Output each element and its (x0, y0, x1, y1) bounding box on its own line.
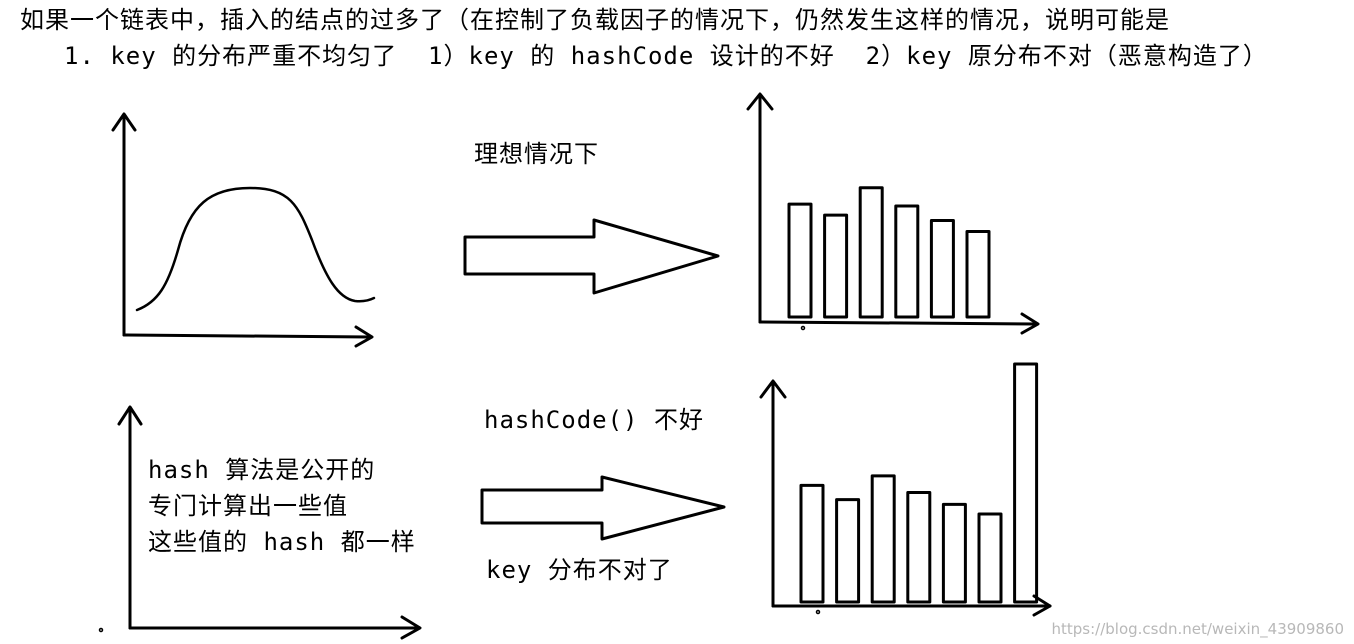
attack-note-line-3: 这些值的 hash 都一样 (148, 528, 416, 556)
header-line-2: 1. key 的分布严重不均匀了 1）key 的 hashCode 设计的不好 … (64, 42, 1268, 70)
bottom-bar (1013, 362, 1039, 604)
top-chart-y-arrow-icon (746, 92, 774, 111)
bottom-chart-origin-dot (815, 609, 821, 615)
bottom-bar (977, 512, 1003, 604)
bottom-bar (870, 474, 896, 604)
top-bar (929, 219, 955, 319)
watermark: https://blog.csdn.net/weixin_43909860 (1051, 620, 1344, 638)
top-bar (858, 186, 884, 319)
attack-note: hash 算法是公开的 专门计算出一些值 这些值的 hash 都一样 (148, 452, 416, 560)
top-arrow-icon (463, 218, 720, 295)
top-chart-x-axis (758, 320, 1038, 326)
bell-curve (135, 186, 376, 312)
top-arrow-label: 理想情况下 (474, 140, 599, 168)
top-left-y-arrow-icon (111, 112, 137, 132)
bottom-arrow-label-top: hashCode() 不好 (484, 406, 704, 434)
top-left-plot (111, 112, 376, 348)
top-left-x-axis (122, 333, 372, 339)
attack-note-line-1: hash 算法是公开的 (148, 456, 376, 484)
top-left-x-arrow-icon (354, 325, 374, 348)
bottom-chart-x-arrow-icon (1032, 594, 1052, 617)
bottom-left-dot (98, 627, 104, 633)
top-chart-origin-dot (800, 325, 806, 331)
top-bars (787, 186, 991, 319)
top-bar (823, 213, 849, 319)
bottom-bar (906, 491, 932, 604)
bottom-left-x-arrow-icon (400, 615, 422, 640)
bottom-bar (799, 483, 825, 604)
top-bar (965, 229, 991, 319)
bottom-bar (941, 502, 967, 604)
bottom-bar (835, 498, 861, 604)
header-line-1: 如果一个链表中，插入的结点的过多了（在控制了负载因子的情况下，仍然发生这样的情况… (20, 6, 1170, 34)
top-bar (787, 202, 813, 319)
bottom-left-y-arrow-icon (117, 405, 143, 426)
bottom-arrow-label-bottom: key 分布不对了 (486, 556, 673, 584)
top-bar-chart (746, 92, 1040, 335)
top-chart-x-arrow-icon (1020, 312, 1040, 335)
bottom-bars (799, 362, 1039, 604)
bottom-arrow-icon (480, 475, 726, 541)
top-bar (894, 204, 920, 319)
attack-note-line-2: 专门计算出一些值 (148, 492, 348, 520)
bottom-chart-y-arrow-icon (759, 379, 787, 399)
bottom-bar-chart (759, 362, 1052, 617)
bottom-left-plot (98, 405, 422, 640)
